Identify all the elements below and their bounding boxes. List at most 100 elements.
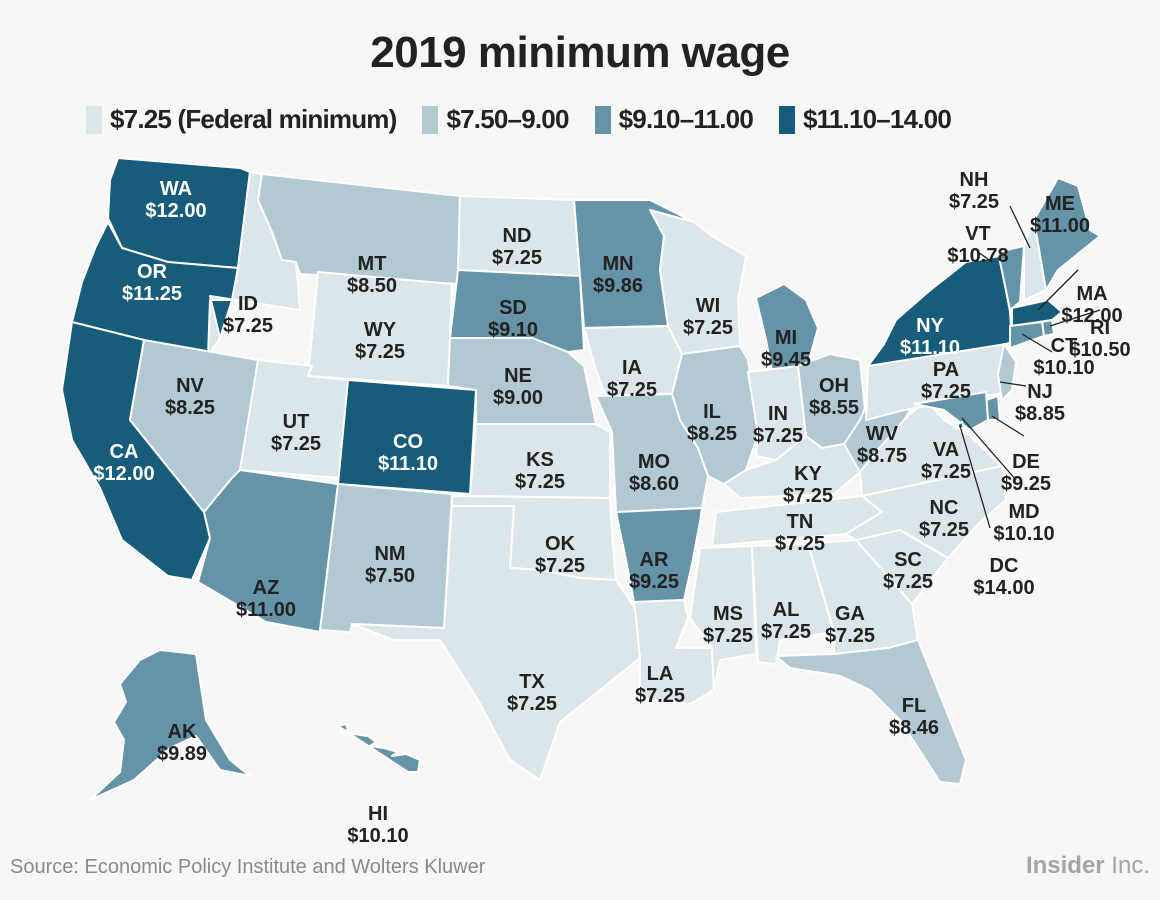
state-wage-label: $8.25 (687, 423, 737, 445)
state-wage-label: $7.25 (515, 471, 565, 493)
state-code-label: WY (364, 319, 397, 341)
state-wage-label: $7.25 (753, 425, 803, 447)
state-code-label: OH (819, 375, 849, 397)
state-wage-label: $10.10 (1033, 357, 1094, 379)
state-code-label: NV (176, 375, 204, 397)
state-wage-label: $12.00 (145, 200, 206, 222)
legend-label: $9.10–11.00 (618, 104, 754, 134)
state-wage-label: $7.25 (507, 693, 557, 715)
state-code-label: SD (499, 297, 527, 319)
leader-line-de (991, 415, 1025, 437)
state-wage-label: $11.00 (1030, 215, 1090, 237)
state-code-label: KS (526, 449, 554, 471)
state-code-label: NJ (1027, 381, 1053, 403)
legend-label: $7.50–9.00 (446, 104, 569, 134)
state-mi (755, 283, 819, 373)
leader-line-nh (1009, 205, 1031, 249)
state-wage-label: $9.25 (629, 571, 679, 593)
state-code-label: NY (916, 315, 944, 337)
state-code-label: CO (393, 431, 423, 453)
state-code-label: IN (768, 403, 788, 425)
state-wage-label: $7.25 (775, 533, 825, 555)
state-wage-label: $8.85 (1015, 403, 1065, 425)
legend: $7.25 (Federal minimum) $7.50–9.00 $9.10… (86, 104, 977, 135)
state-code-label: SC (894, 549, 922, 571)
state-wage-label: $14.00 (973, 577, 1034, 599)
state-wage-label: $10.78 (947, 245, 1008, 267)
state-code-label: WI (696, 295, 720, 317)
state-wage-label: $11.10 (378, 453, 438, 475)
state-code-label: TX (519, 671, 545, 693)
state-fl (775, 639, 967, 785)
state-wage-label: $7.25 (825, 625, 875, 647)
source-note: Source: Economic Policy Institute and Wo… (10, 856, 486, 878)
state-wage-label: $9.10 (488, 319, 538, 341)
state-code-label: IL (703, 401, 721, 423)
legend-item-mid: $9.10–11.00 (594, 104, 754, 135)
leader-line-nj (999, 381, 1027, 387)
state-wage-label: $9.86 (593, 275, 643, 297)
state-wage-label: $8.60 (629, 473, 679, 495)
state-ar (615, 507, 703, 603)
state-code-label: AL (773, 599, 800, 621)
state-wage-label: $12.00 (93, 463, 154, 485)
state-wage-label: $11.00 (236, 599, 296, 621)
legend-item-high: $11.10–14.00 (778, 104, 952, 135)
state-code-label: MI (775, 327, 797, 349)
legend-swatch (422, 105, 439, 134)
state-code-label: LA (647, 663, 674, 685)
leader-line-ct (1021, 333, 1053, 353)
state-wage-label: $7.25 (761, 621, 811, 643)
legend-label: $7.25 (Federal minimum) (110, 104, 397, 134)
brand-logo: Insider Inc. (1026, 852, 1150, 880)
legend-swatch (594, 105, 611, 134)
state-wage-label: $7.25 (949, 191, 999, 213)
state-code-label: VA (933, 439, 959, 461)
state-wage-label: $11.25 (122, 283, 182, 305)
state-code-label: MO (638, 451, 670, 473)
state-wage-label: $11.10 (900, 337, 960, 359)
state-code-label: ME (1045, 193, 1075, 215)
state-ky (723, 435, 861, 499)
leader-line-dc (959, 425, 991, 529)
state-code-label: TN (787, 511, 814, 533)
state-code-label: CA (110, 441, 139, 463)
leader-line-ri (1049, 309, 1101, 327)
state-wage-label: $8.75 (857, 445, 907, 467)
state-code-label: WA (160, 178, 192, 200)
state-wage-label: $10.50 (1069, 339, 1130, 361)
state-code-label: WV (866, 423, 899, 445)
state-nj (997, 343, 1017, 401)
state-hi (337, 723, 421, 773)
state-ct (1009, 321, 1045, 349)
state-ks (469, 423, 611, 499)
state-wage-label: $8.25 (165, 397, 215, 419)
state-vt (997, 245, 1025, 311)
state-code-label: NC (930, 497, 959, 519)
state-wage-label: $7.25 (271, 433, 321, 455)
state-wage-label: $7.25 (535, 555, 585, 577)
state-code-label: CT (1051, 335, 1078, 357)
state-wage-label: $7.25 (883, 571, 933, 593)
state-code-label: OK (545, 533, 576, 555)
state-code-label: GA (835, 603, 865, 625)
chart-title: 2019 minimum wage (370, 28, 790, 77)
state-wage-label: $7.25 (919, 519, 969, 541)
state-wage-label: $7.50 (365, 565, 415, 587)
legend-label: $11.10–14.00 (802, 104, 952, 134)
state-wage-label: $7.25 (355, 341, 405, 363)
state-tx (351, 505, 641, 781)
state-code-label: KY (794, 463, 822, 485)
state-code-label: OR (137, 261, 168, 283)
leader-line-ma (1037, 269, 1079, 311)
state-wage-label: $7.25 (635, 685, 685, 707)
state-code-label: DC (990, 555, 1019, 577)
state-ak (89, 649, 251, 801)
state-nc (845, 465, 1007, 559)
state-wage-label: $7.25 (607, 379, 657, 401)
state-code-label: MS (713, 603, 743, 625)
state-wage-label: $7.25 (223, 315, 273, 337)
state-wage-label: $7.25 (783, 485, 833, 507)
leader-line-vt (977, 251, 993, 263)
